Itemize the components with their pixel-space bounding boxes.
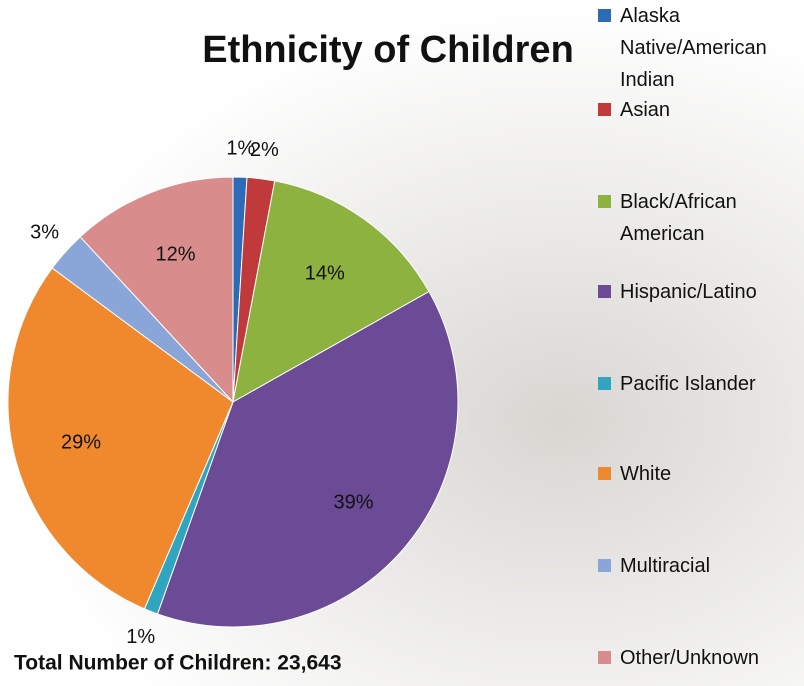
pie-slice — [79, 176, 234, 404]
legend-item: Pacific Islander — [598, 368, 798, 400]
legend-swatch — [598, 377, 611, 390]
legend-label: Multiracial — [620, 555, 711, 577]
data-label: 12% — [156, 244, 196, 266]
data-label: 39% — [333, 492, 373, 514]
pie-slice — [232, 180, 430, 403]
data-label: 2% — [250, 139, 279, 161]
legend-label: Pacific Islander — [620, 373, 756, 395]
legend-item: Alaska Native/American Indian — [598, 0, 798, 96]
total-note: Total Number of Children: 23,643 — [14, 652, 342, 675]
legend-item: White — [598, 458, 798, 490]
legend-label: White — [620, 463, 672, 485]
legend-swatch — [598, 651, 611, 664]
legend-item: Hispanic/Latino — [598, 276, 798, 308]
legend-label: Hispanic/Latino — [620, 281, 757, 303]
data-label: 3% — [30, 221, 59, 243]
data-label: 1% — [226, 137, 255, 159]
legend-swatch — [598, 559, 611, 572]
data-label: 14% — [305, 262, 345, 284]
legend-label: Alaska Native/American Indian — [620, 5, 767, 91]
legend-label: Asian — [620, 99, 671, 121]
pie-slice — [7, 267, 234, 610]
legend-swatch — [598, 195, 611, 208]
legend-label: Other/Unknown — [620, 647, 759, 669]
legend: Alaska Native/American Indian Asian Black/… — [598, 0, 798, 686]
legend-swatch — [598, 285, 611, 298]
legend-item: Asian — [598, 94, 798, 126]
legend-item: Black/African American — [598, 186, 798, 250]
legend-swatch — [598, 467, 611, 480]
legend-label: Black/African American — [620, 191, 737, 245]
legend-item: Other/Unknown — [598, 642, 798, 674]
legend-swatch — [598, 9, 611, 22]
legend-item: Multiracial — [598, 550, 798, 582]
pie-slice — [156, 290, 459, 628]
data-label: 29% — [61, 431, 101, 453]
legend-swatch — [598, 103, 611, 116]
data-label: 1% — [126, 626, 155, 648]
chart-title: Ethnicity of Children — [202, 29, 574, 71]
